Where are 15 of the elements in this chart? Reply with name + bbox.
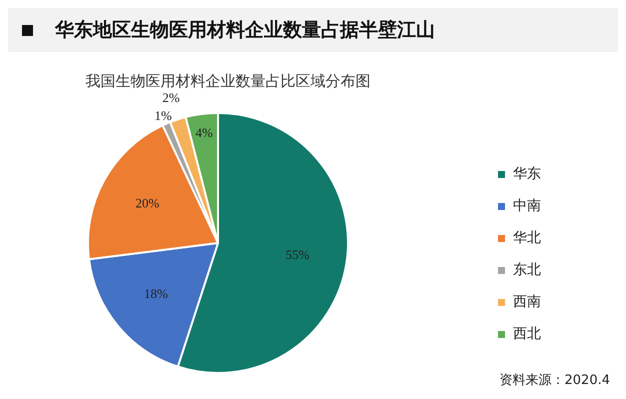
chart-title: 华东地区生物医用材料企业数量占据半壁江山 bbox=[55, 18, 435, 43]
data-label: 55% bbox=[286, 247, 310, 262]
legend-label: 华东 bbox=[513, 165, 541, 183]
legend-label: 西北 bbox=[513, 325, 541, 343]
text: 资料来源：2020.4 bbox=[500, 372, 610, 389]
data-label: 4% bbox=[195, 124, 213, 140]
data-label: 20% bbox=[135, 196, 160, 211]
legend-label: 西南 bbox=[513, 293, 541, 311]
data-label: 18% bbox=[144, 286, 168, 301]
legend-label: 华北 bbox=[513, 229, 541, 247]
chart-subtitle: 我国生物医用材料企业数量占比区域分布图 bbox=[84, 72, 372, 91]
data-label: 2% bbox=[162, 90, 180, 105]
legend-label: 中南 bbox=[513, 197, 541, 215]
legend-label: 东北 bbox=[513, 261, 541, 279]
data-label: 1% bbox=[154, 108, 172, 123]
